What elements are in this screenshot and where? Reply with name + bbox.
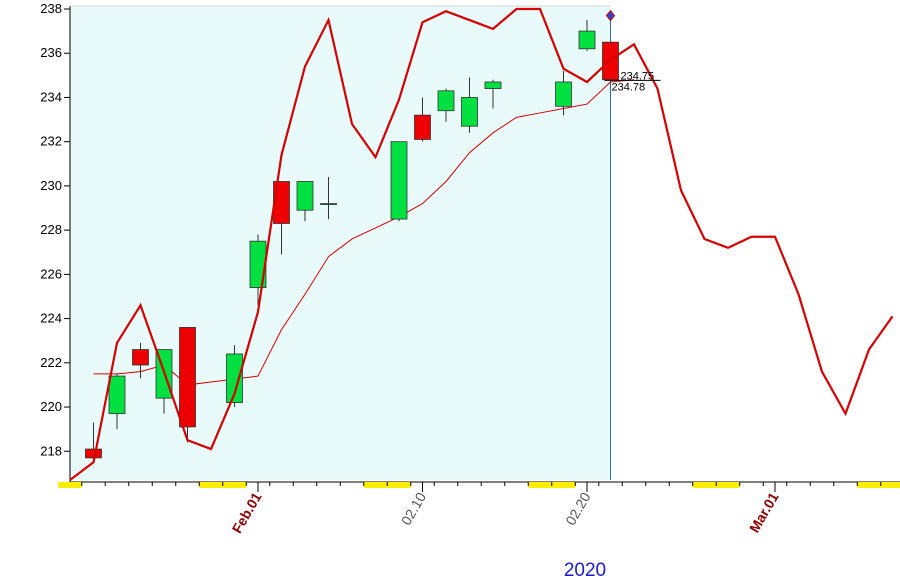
candle-body <box>555 81 572 107</box>
x-tick-label: 02.10 <box>398 489 429 528</box>
y-tick-label: 238 <box>40 1 62 16</box>
y-tick-label: 218 <box>40 443 62 458</box>
candle-body <box>108 375 126 415</box>
candle-body <box>484 81 502 90</box>
y-tick-label: 228 <box>40 222 62 237</box>
weekend-marker <box>199 482 223 488</box>
weekend-marker <box>857 482 881 488</box>
weekend-marker <box>716 482 740 488</box>
price-label: 234.78 <box>612 81 646 93</box>
y-tick-label: 220 <box>40 399 62 414</box>
y-tick-label: 236 <box>40 45 62 60</box>
candle-body <box>437 90 455 112</box>
candle-body <box>461 97 478 127</box>
candle-body <box>414 114 431 140</box>
series-line-thick <box>69 7 894 481</box>
history-background <box>70 6 611 480</box>
y-tick-label: 230 <box>40 178 62 193</box>
weekend-marker <box>692 482 717 488</box>
candle-body <box>296 181 314 211</box>
candle-body <box>226 353 243 404</box>
weekend-marker <box>551 482 576 488</box>
weekend-marker <box>58 482 82 488</box>
y-tick-label: 226 <box>40 266 62 281</box>
candle-body <box>320 203 337 205</box>
x-tick-label: 02.20 <box>562 489 593 528</box>
y-tick-label: 232 <box>40 134 62 149</box>
price-label: 234.75 <box>621 70 655 82</box>
weekend-marker <box>363 482 388 488</box>
candle-body <box>578 30 596 50</box>
weekend-marker <box>222 482 247 488</box>
weekend-marker <box>528 482 552 488</box>
x-tick-label: Mar.01 <box>746 489 782 535</box>
series-line-thin <box>93 79 635 386</box>
candle-body <box>85 448 102 459</box>
y-tick-label: 222 <box>40 355 62 370</box>
x-tick-label: Feb.01 <box>229 489 265 536</box>
candle-body <box>132 349 149 366</box>
weekend-marker <box>387 482 411 488</box>
candle-body <box>179 327 196 428</box>
current-marker <box>605 9 616 22</box>
y-tick-label: 234 <box>40 89 62 104</box>
weekend-marker <box>880 482 900 488</box>
y-tick-label: 224 <box>40 311 62 326</box>
x-axis-year-label: 2020 <box>563 560 607 581</box>
candle-body <box>390 141 408 220</box>
